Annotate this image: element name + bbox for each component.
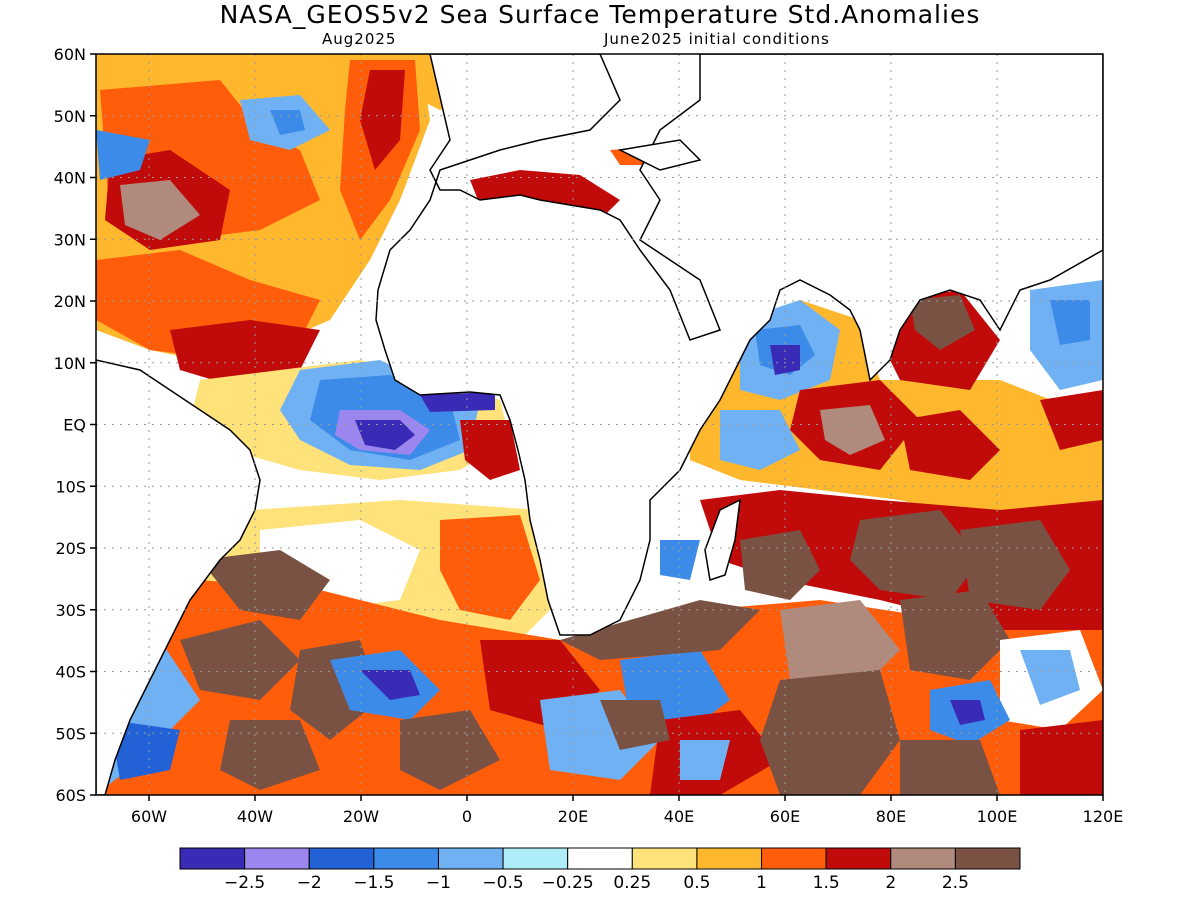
colorbar-labels: −2.5 −2 −1.5 −1 −0.5 −0.25 0.25 0.5 1 1.5 2 2.5: [224, 873, 969, 893]
lat-label: 50S: [55, 724, 86, 743]
init-conditions-label: June2025 initial conditions: [604, 30, 830, 48]
land-masses: [96, 54, 1103, 795]
lon-label: 40W: [237, 807, 273, 826]
colorbar-swatch: [696, 847, 763, 870]
colorbar-swatch: [502, 847, 569, 870]
colorbar-swatch: [437, 847, 504, 870]
lon-label: 80E: [876, 807, 906, 826]
lon-label: 40E: [664, 807, 694, 826]
colorbar-label: −1.5: [353, 873, 394, 893]
lat-label: EQ: [63, 416, 86, 435]
colorbar-swatch: [567, 847, 633, 870]
colorbar-label: 2: [885, 873, 896, 893]
lat-label: 40S: [55, 663, 86, 682]
lon-label: 0: [462, 807, 472, 826]
lon-label: 100E: [977, 807, 1018, 826]
lon-label: 60W: [131, 807, 167, 826]
lon-label: 60E: [770, 807, 800, 826]
colorbar-label: 2.5: [942, 873, 969, 893]
colorbar-label: −2: [297, 873, 322, 893]
colorbar: [179, 847, 1021, 870]
colorbar-label: −0.5: [482, 873, 523, 893]
longitude-axis: 60W 40W 20W 0 20E 40E 60E 80E 100E 120E: [131, 795, 1123, 826]
lat-label: 40N: [54, 169, 86, 188]
colorbar-swatch: [179, 847, 246, 870]
colorbar-label: 0.25: [613, 873, 651, 893]
colorbar-swatch: [373, 847, 439, 870]
valid-month-label: Aug2025: [322, 30, 397, 48]
lat-label: 60N: [54, 45, 86, 64]
lat-label: 20N: [54, 292, 86, 311]
anomaly-field: [96, 54, 1103, 795]
colorbar-swatch: [954, 847, 1021, 870]
colorbar-swatch: [244, 847, 310, 870]
lat-label: 30S: [55, 601, 86, 620]
colorbar-swatch: [761, 847, 827, 870]
lon-label: 20W: [343, 807, 379, 826]
map-panel: [96, 54, 1103, 795]
colorbar-swatch: [890, 847, 956, 870]
lat-label: 20S: [55, 539, 86, 558]
lat-label: 10N: [54, 354, 86, 373]
colorbar-label: −2.5: [224, 873, 265, 893]
lat-label: 60S: [55, 786, 86, 805]
lat-label: 10S: [55, 477, 86, 496]
lon-label: 20E: [558, 807, 588, 826]
colorbar-swatch: [308, 847, 375, 870]
colorbar-label: 1: [756, 873, 767, 893]
lon-label: 120E: [1083, 807, 1124, 826]
colorbar-swatch: [825, 847, 892, 870]
colorbar-label: −1: [426, 873, 451, 893]
colorbar-label: −0.25: [542, 873, 594, 893]
colorbar-label: 1.5: [813, 873, 840, 893]
figure-title: NASA_GEOS5v2 Sea Surface Temperature Std…: [219, 0, 981, 29]
lat-label: 50N: [54, 107, 86, 126]
colorbar-label: 0.5: [683, 873, 710, 893]
latitude-axis: 60N 50N 40N 30N 20N 10N EQ 10S 20S 30S 40S 50S 60S: [54, 45, 96, 805]
lat-label: 30N: [54, 230, 86, 249]
colorbar-swatch: [631, 847, 698, 870]
